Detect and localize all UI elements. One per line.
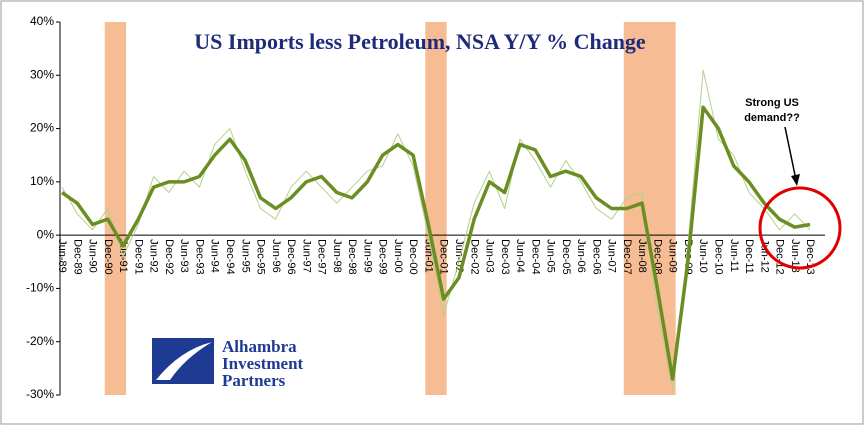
x-tick-label: Dec-02 <box>468 239 480 274</box>
logo-text: Alhambra <box>222 337 297 356</box>
x-tick-label: Jun-95 <box>239 239 251 273</box>
x-tick-label: Dec-90 <box>102 239 114 274</box>
x-tick-label: Jun-90 <box>87 239 99 273</box>
x-tick-label: Jun-03 <box>484 239 496 273</box>
x-tick-label: Jun-99 <box>361 239 373 273</box>
x-tick-label: Dec-99 <box>377 239 389 274</box>
x-tick-label: Jun-00 <box>392 239 404 273</box>
x-tick-label: Dec-96 <box>285 239 297 274</box>
recession-band <box>623 22 676 395</box>
x-tick-label: Dec-00 <box>407 239 419 274</box>
x-tick-label: Dec-11 <box>743 239 755 274</box>
x-tick-label: Jun-11 <box>728 239 740 272</box>
x-tick-label: Dec-93 <box>193 239 205 274</box>
annotation: demand?? <box>744 112 800 124</box>
x-tick-label: Jun-04 <box>514 239 526 273</box>
x-tick-label: Dec-97 <box>316 239 328 274</box>
x-tick-label: Dec-05 <box>560 239 572 274</box>
annotation: Strong US <box>745 97 799 109</box>
x-tick-label: Jun-12 <box>758 239 770 273</box>
x-tick-label: Jun-10 <box>697 239 709 273</box>
y-tick-label: 30% <box>30 67 54 81</box>
x-tick-label: Dec-95 <box>255 239 267 274</box>
x-tick-label: Dec-13 <box>804 239 816 274</box>
x-tick-label: Jun-89 <box>56 239 68 273</box>
x-tick-label: Jun-08 <box>636 239 648 273</box>
x-tick-label: Jun-94 <box>209 239 221 273</box>
x-tick-label: Dec-07 <box>621 239 633 274</box>
y-tick-label: -30% <box>26 387 54 401</box>
x-tick-label: Jun-07 <box>606 239 618 273</box>
y-tick-label: 0% <box>37 227 55 241</box>
y-tick-label: 10% <box>30 174 54 188</box>
logo-swoosh <box>156 342 212 380</box>
x-tick-label: Dec-10 <box>713 239 725 274</box>
y-tick-label: 20% <box>30 121 54 135</box>
y-tick-label: 40% <box>30 14 54 28</box>
x-tick-label: Jun-96 <box>270 239 282 273</box>
logo-text: Investment <box>222 354 304 373</box>
x-tick-label: Dec-04 <box>529 239 541 274</box>
series-line <box>60 105 811 381</box>
x-tick-label: Dec-12 <box>774 239 786 274</box>
y-tick-label: -10% <box>26 281 54 295</box>
recession-band <box>104 22 127 395</box>
x-tick-label: Jun-05 <box>545 239 557 273</box>
x-tick-label: Dec-98 <box>346 239 358 274</box>
logo: Alhambra Investment Partners <box>152 337 304 390</box>
logo-text: Partners <box>222 371 286 390</box>
highlight-circle <box>758 186 842 270</box>
x-tick-label: Dec-91 <box>132 239 144 274</box>
arrow-head <box>791 174 800 186</box>
x-tick-label: Dec-94 <box>224 239 236 274</box>
x-tick-label: Jun-93 <box>178 239 190 273</box>
chart-title: US Imports less Petroleum, NSA Y/Y % Cha… <box>194 29 646 54</box>
x-tick-label: Dec-01 <box>438 239 450 274</box>
x-tick-label: Jun-98 <box>331 239 343 273</box>
x-tick-label: Dec-06 <box>590 239 602 274</box>
x-tick-label: Dec-92 <box>163 239 175 274</box>
x-tick-label: Dec-89 <box>71 239 83 274</box>
recession-band <box>425 22 447 395</box>
annotation-arrow <box>784 126 797 181</box>
x-tick-label: Jun-92 <box>148 239 160 273</box>
x-tick-label: Jun-13 <box>789 239 801 273</box>
y-tick-label: -20% <box>26 334 54 348</box>
x-tick-label: Dec-03 <box>499 239 511 274</box>
x-tick-label: Jun-09 <box>667 239 679 273</box>
x-tick-label: Jun-06 <box>575 239 587 273</box>
x-tick-label: Jun-97 <box>300 239 312 273</box>
